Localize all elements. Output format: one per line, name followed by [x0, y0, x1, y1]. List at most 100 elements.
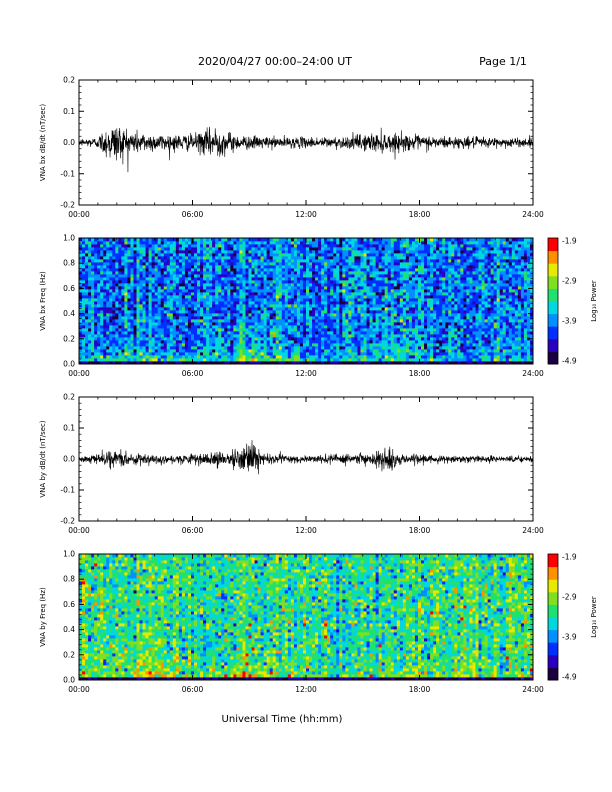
- spectrogram-cell: [399, 340, 404, 344]
- spectrogram-cell: [360, 295, 364, 299]
- spectrogram-cell: [302, 241, 307, 245]
- spectrogram-cell: [417, 295, 422, 299]
- spectrogram-cell: [399, 349, 404, 353]
- spectrogram-cell: [281, 298, 286, 302]
- spectrogram-cell: [209, 313, 213, 317]
- spectrogram-cell: [421, 280, 425, 284]
- spectrogram-cell: [390, 274, 395, 278]
- spectrogram-cell: [109, 295, 113, 299]
- spectrogram-cell: [88, 253, 92, 257]
- spectrogram-cell: [363, 295, 367, 299]
- spectrogram-cell: [88, 361, 92, 365]
- spectrogram-cell: [266, 322, 271, 326]
- spectrogram-cell: [151, 355, 156, 359]
- spectrogram-cell: [85, 241, 89, 245]
- spectrogram-cell: [212, 361, 216, 365]
- spectrogram-cell: [284, 274, 289, 278]
- spectrogram-cell: [109, 361, 113, 365]
- spectrogram-cell: [333, 340, 337, 344]
- spectrogram-cell: [187, 262, 192, 266]
- spectrogram-cell: [302, 325, 307, 329]
- spectrogram-cell: [354, 313, 358, 317]
- spectrogram-cell: [169, 286, 174, 290]
- spectrogram-cell: [215, 241, 219, 245]
- spectrogram-cell: [348, 283, 352, 287]
- spectrogram-cell: [363, 343, 367, 347]
- spectrogram-cell: [296, 301, 301, 305]
- spectrogram-cell: [151, 244, 156, 248]
- spectrogram-cell: [387, 256, 392, 260]
- spectrogram-cell: [427, 304, 431, 308]
- spectrogram-cell: [136, 316, 140, 320]
- spectrogram-cell: [339, 283, 343, 287]
- spectrogram-cell: [166, 265, 171, 269]
- spectrogram-cell: [151, 310, 156, 314]
- spectrogram-cell: [278, 346, 283, 350]
- spectrogram-cell: [239, 343, 243, 347]
- spectrogram-cell: [248, 325, 252, 329]
- spectrogram-cell: [142, 316, 146, 320]
- spectrogram-cell: [339, 280, 343, 284]
- spectrogram-cell: [82, 286, 86, 290]
- spectrogram-cell: [399, 271, 404, 275]
- spectrogram-cell: [342, 250, 346, 254]
- spectrogram-cell: [324, 301, 328, 305]
- spectrogram-cell: [215, 277, 219, 281]
- spectrogram-cell: [187, 259, 192, 263]
- spectrogram-cell: [360, 262, 364, 266]
- spectrogram-cell: [275, 316, 280, 320]
- spectrogram-cell: [242, 331, 246, 335]
- spectrogram-cell: [384, 307, 389, 311]
- spectrogram-cell: [136, 313, 140, 317]
- spectrogram-cell: [169, 361, 174, 365]
- spectrogram-cell: [312, 304, 316, 308]
- spectrogram-cell: [333, 301, 337, 305]
- spectrogram-cell: [88, 322, 92, 326]
- spectrogram-cell: [103, 238, 107, 242]
- spectrogram-cell: [405, 328, 410, 332]
- spectrogram-cell: [136, 274, 140, 278]
- spectrogram-cell: [330, 301, 334, 305]
- spectrogram-cell: [139, 241, 143, 245]
- spectrogram-cell: [236, 244, 240, 248]
- spectrogram-cell: [127, 346, 131, 350]
- spectrogram-cell: [239, 304, 243, 308]
- spectrogram-cell: [411, 343, 416, 347]
- spectrogram-cell: [133, 319, 137, 323]
- spectrogram-cell: [284, 316, 289, 320]
- spectrogram-cell: [163, 340, 168, 344]
- spectrogram-cell: [82, 271, 86, 275]
- spectrogram-cell: [103, 313, 107, 317]
- spectrogram-cell: [218, 343, 222, 347]
- spectrogram-cell: [363, 286, 367, 290]
- spectrogram-cell: [315, 328, 319, 332]
- spectrogram-cell: [408, 307, 413, 311]
- spectrogram-cell: [357, 325, 361, 329]
- spectrogram-cell: [272, 256, 277, 260]
- spectrogram-cell: [133, 259, 137, 263]
- spectrogram-cell: [230, 289, 234, 293]
- spectrogram-cell: [345, 304, 349, 308]
- spectrogram-cell: [411, 253, 416, 257]
- spectrogram-cell: [315, 319, 319, 323]
- spectrogram-cell: [390, 268, 395, 272]
- spectrogram-cell: [100, 283, 104, 287]
- spectrogram-cell: [275, 340, 280, 344]
- spectrogram-cell: [260, 280, 265, 284]
- spectrogram-cell: [275, 298, 280, 302]
- spectrogram-cell: [230, 328, 234, 332]
- spectrogram-cell: [166, 277, 171, 281]
- spectrogram-cell: [85, 244, 89, 248]
- spectrogram-cell: [424, 289, 428, 293]
- spectrogram-cell: [224, 259, 228, 263]
- spectrogram-cell: [142, 259, 146, 263]
- spectrogram-cell: [366, 244, 370, 248]
- spectrogram-cell: [251, 271, 255, 275]
- spectrogram-cell: [284, 328, 289, 332]
- spectrogram-cell: [390, 322, 395, 326]
- spectrogram-cell: [184, 250, 189, 254]
- spectrogram-cell: [248, 343, 252, 347]
- spectrogram-cell: [345, 361, 349, 365]
- spectrogram-cell: [378, 304, 383, 308]
- spectrogram-cell: [203, 307, 207, 311]
